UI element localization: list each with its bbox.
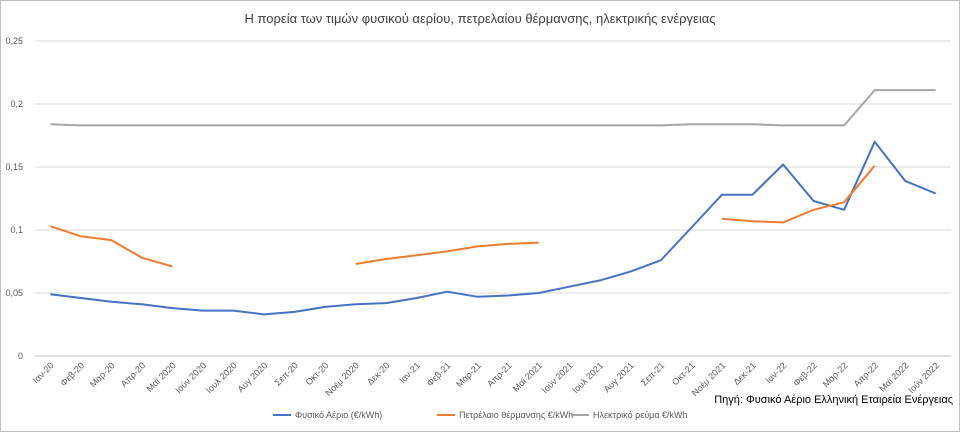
y-tick-label: 0 xyxy=(18,351,23,361)
y-tick-label: 0,15 xyxy=(5,162,23,172)
x-tick-label: Οκτ-20 xyxy=(304,360,331,387)
x-tick-label: Απρ-21 xyxy=(485,360,514,389)
y-tick-label: 0,25 xyxy=(5,36,23,46)
x-tick-label: Φεβ-22 xyxy=(791,360,819,388)
x-tick-label: Ιουλ 2020 xyxy=(204,360,239,395)
y-axis-ticks: 0 0,05 0,1 0,15 0,2 0,25 xyxy=(5,36,23,361)
x-tick-label: Ιούν 2022 xyxy=(906,360,941,395)
x-tick-label: Σεπ-21 xyxy=(639,360,666,387)
x-tick-label: Αυγ 2020 xyxy=(236,360,270,394)
legend-label: Πετρέλαιο θέρμανσης €/kWh xyxy=(459,410,573,420)
x-tick-label: Αυγ 2021 xyxy=(602,360,636,394)
x-tick-label: Ιαν-21 xyxy=(397,360,422,385)
x-tick-label: Δεκ-20 xyxy=(365,360,392,387)
x-tick-label: Ιαν-20 xyxy=(31,360,56,385)
x-tick-label: Απρ-22 xyxy=(852,360,881,389)
series-line-3 xyxy=(50,89,936,127)
series-lines xyxy=(49,89,937,316)
chart-title: Η πορεία των τιμών φυσικού αερίου, πετρε… xyxy=(244,11,715,26)
x-tick-label: Ιουλ 2021 xyxy=(570,360,605,395)
x-tick-label: Οκτ-21 xyxy=(670,360,697,387)
x-tick-label: Σεπ-20 xyxy=(273,360,300,387)
x-tick-label: Ιούν 2021 xyxy=(540,360,575,395)
grid-lines xyxy=(35,40,951,357)
x-tick-label: Ιούν 2020 xyxy=(173,360,208,395)
x-tick-label: Μαρ-21 xyxy=(454,360,483,389)
x-tick-label: Ιαν-22 xyxy=(764,360,789,385)
legend-label: Ηλεκτρικό ρεύμα €/kWh xyxy=(593,410,688,420)
x-tick-label: Δεκ-21 xyxy=(731,360,758,387)
legend-label: Φυσικό Αέριο (€/kWh) xyxy=(295,410,382,420)
y-tick-label: 0,2 xyxy=(10,99,23,109)
x-tick-label: Μαρ-22 xyxy=(821,360,850,389)
legend: Φυσικό Αέριο (€/kWh) Πετρέλαιο θέρμανσης … xyxy=(273,410,688,420)
y-tick-label: 0,05 xyxy=(5,288,23,298)
series-line-2 xyxy=(49,165,876,268)
series-line-1 xyxy=(50,140,937,316)
chart-source: Πηγή: Φυσικό Αέριο Ελληνική Εταιρεία Ενέ… xyxy=(714,394,953,406)
x-tick-label: Απρ-20 xyxy=(119,360,148,389)
y-tick-label: 0,1 xyxy=(10,225,23,235)
x-tick-label: Φεβ-20 xyxy=(58,360,86,388)
x-tick-label: Φεβ-21 xyxy=(425,360,453,388)
x-tick-label: Μαρ-20 xyxy=(88,360,117,389)
